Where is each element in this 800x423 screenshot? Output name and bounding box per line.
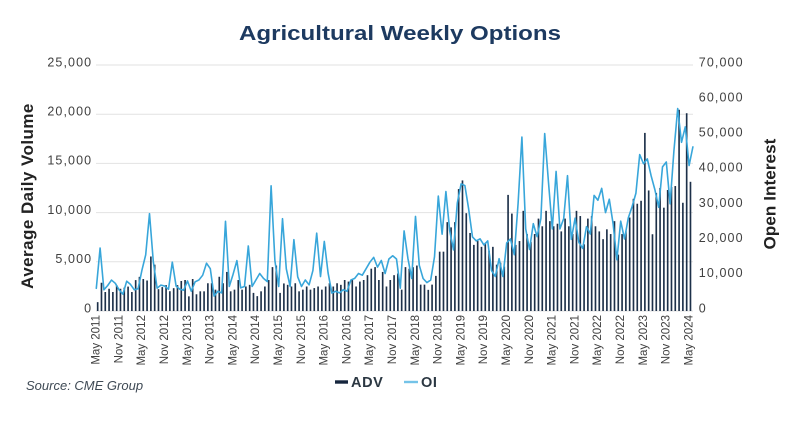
svg-text:Nov 2017: Nov 2017 [387,315,399,364]
svg-text:May 2017: May 2017 [364,315,376,366]
svg-text:May 2014: May 2014 [227,314,239,365]
svg-text:ADV: ADV [351,375,383,391]
svg-text:0: 0 [84,301,92,315]
svg-text:25,000: 25,000 [47,55,92,69]
svg-text:May 2013: May 2013 [182,315,194,366]
svg-text:0: 0 [699,301,707,315]
svg-text:Nov 2012: Nov 2012 [159,315,171,364]
svg-text:May 2023: May 2023 [638,315,650,366]
svg-text:70,000: 70,000 [699,55,744,69]
svg-text:May 2024: May 2024 [683,314,695,365]
svg-text:May 2020: May 2020 [501,315,513,366]
svg-text:Nov 2023: Nov 2023 [661,315,673,364]
svg-text:May 2021: May 2021 [547,315,559,366]
svg-text:Nov 2013: Nov 2013 [205,315,217,364]
svg-text:20,000: 20,000 [699,231,744,245]
svg-text:Nov 2018: Nov 2018 [433,315,445,364]
svg-text:60,000: 60,000 [699,90,744,104]
svg-text:May 2016: May 2016 [319,315,331,366]
svg-text:5,000: 5,000 [55,252,92,266]
svg-text:Open Interest: Open Interest [761,138,780,249]
svg-text:Nov 2020: Nov 2020 [524,315,536,364]
svg-text:20,000: 20,000 [47,105,92,119]
svg-text:Nov 2021: Nov 2021 [569,315,581,364]
svg-text:Nov 2016: Nov 2016 [341,315,353,364]
svg-text:May 2012: May 2012 [136,315,148,366]
svg-text:May 2011: May 2011 [91,315,103,365]
svg-text:May 2022: May 2022 [592,315,604,366]
svg-text:40,000: 40,000 [699,161,744,175]
svg-text:OI: OI [421,375,438,391]
svg-text:50,000: 50,000 [699,126,744,140]
svg-text:Average Daily Volume: Average Daily Volume [18,103,37,289]
svg-text:10,000: 10,000 [47,203,92,217]
svg-text:May 2019: May 2019 [455,315,467,366]
svg-text:Nov 2019: Nov 2019 [478,315,490,364]
svg-text:Agricultural Weekly Options: Agricultural Weekly Options [239,22,561,45]
svg-text:Source: CME Group: Source: CME Group [26,378,143,393]
svg-text:10,000: 10,000 [699,266,744,280]
svg-text:May 2018: May 2018 [410,315,422,366]
svg-text:30,000: 30,000 [699,196,744,210]
svg-text:Nov 2014: Nov 2014 [250,314,262,364]
svg-text:May 2015: May 2015 [273,315,285,366]
svg-text:15,000: 15,000 [47,154,92,168]
svg-text:Nov 2022: Nov 2022 [615,315,627,364]
svg-text:Nov 2011: Nov 2011 [113,315,125,363]
svg-text:Nov 2015: Nov 2015 [296,315,308,364]
